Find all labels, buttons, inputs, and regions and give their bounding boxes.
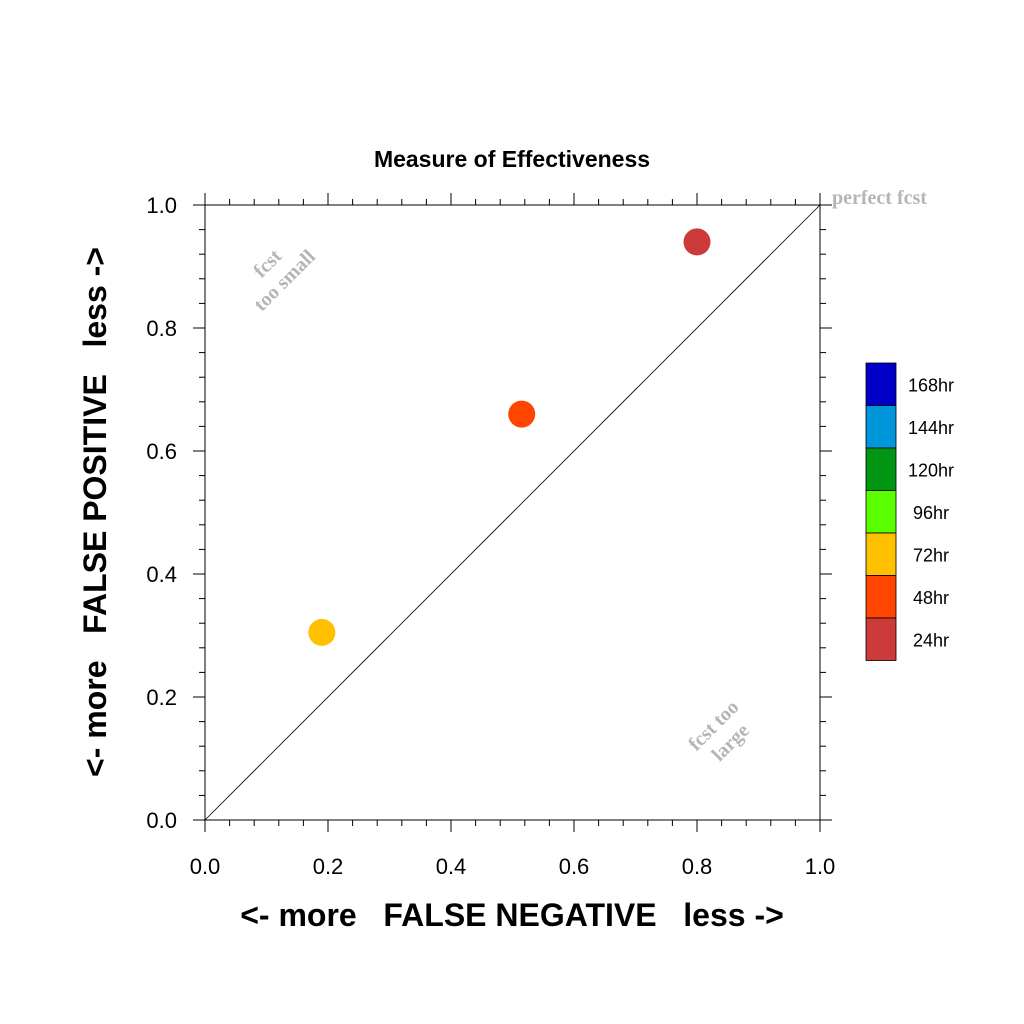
- x-tick-label: 1.0: [805, 854, 836, 879]
- legend-label-168hr: 168hr: [908, 375, 954, 395]
- legend-label-48hr: 48hr: [913, 588, 949, 608]
- annotations: perfect fcst fcsttoo small fcst toolarge: [233, 187, 927, 772]
- legend-label-96hr: 96hr: [913, 503, 949, 523]
- legend-label-144hr: 144hr: [908, 418, 954, 438]
- chart-title: Measure of Effectiveness: [374, 146, 650, 172]
- axis-ticks: 0.0 0.2 0.4 0.6 0.8 1.0 0.0 0.2 0.4 0.6 0.8 1.0: [146, 193, 835, 879]
- fcst-too-large-label: fcst toolarge: [684, 696, 760, 772]
- y-tick-label: 0.0: [146, 808, 177, 833]
- perfect-forecast-line: [204, 204, 821, 821]
- y-tick-label: 0.2: [146, 685, 177, 710]
- fcst-too-small-label: fcsttoo small: [233, 228, 320, 315]
- legend-swatch-72hr: [865, 532, 897, 576]
- y-tick-label: 0.8: [146, 316, 177, 341]
- x-tick-label: 0.8: [682, 854, 713, 879]
- x-tick-label: 0.4: [436, 854, 467, 879]
- data-point-48hr: [508, 400, 536, 428]
- legend-swatch-96hr: [865, 490, 897, 534]
- legend-label-24hr: 24hr: [913, 630, 949, 650]
- y-tick-label: 1.0: [146, 193, 177, 218]
- legend-swatch-24hr: [865, 617, 897, 661]
- y-tick-label: 0.4: [146, 562, 177, 587]
- perfect-fcst-label: perfect fcst: [832, 187, 927, 209]
- data-point-72hr: [308, 618, 336, 646]
- y-tick-label: 0.6: [146, 439, 177, 464]
- plot-border: [204, 204, 821, 821]
- data-point-24hr: [683, 228, 711, 256]
- y-axis-title: <- more FALSE POSITIVE less ->: [77, 247, 113, 777]
- data-points: [308, 228, 711, 646]
- legend: 168hr 144hr 120hr 96hr 72hr 48hr 24hr: [865, 362, 954, 661]
- legend-swatch-168hr: [865, 362, 897, 406]
- legend-swatch-120hr: [865, 447, 897, 491]
- legend-swatch-48hr: [865, 575, 897, 619]
- diagonal-reference: [204, 204, 821, 821]
- x-axis-title: <- more FALSE NEGATIVE less ->: [240, 897, 784, 933]
- x-tick-label: 0.0: [190, 854, 221, 879]
- legend-label-72hr: 72hr: [913, 545, 949, 565]
- legend-swatch-144hr: [865, 405, 897, 449]
- x-tick-label: 0.2: [313, 854, 344, 879]
- legend-label-120hr: 120hr: [908, 460, 954, 480]
- x-tick-label: 0.6: [559, 854, 590, 879]
- plot-frame: [204, 204, 821, 821]
